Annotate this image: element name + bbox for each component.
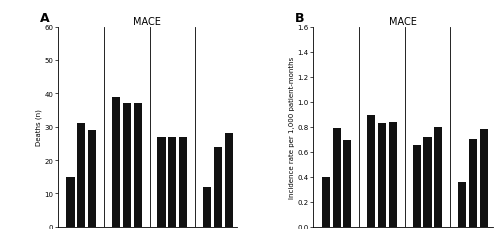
Bar bbox=[378, 123, 386, 227]
Bar bbox=[480, 130, 488, 227]
Bar bbox=[203, 187, 211, 227]
Bar bbox=[434, 127, 442, 227]
Bar bbox=[224, 134, 232, 227]
Bar bbox=[389, 122, 397, 227]
Bar bbox=[179, 137, 187, 227]
Bar bbox=[412, 146, 421, 227]
Bar bbox=[322, 177, 330, 227]
Bar bbox=[88, 130, 96, 227]
Title: MACE: MACE bbox=[134, 17, 162, 27]
Bar bbox=[134, 104, 141, 227]
Bar bbox=[332, 128, 340, 227]
Title: MACE: MACE bbox=[388, 17, 416, 27]
Bar bbox=[458, 182, 466, 227]
Text: A: A bbox=[40, 11, 49, 25]
Bar bbox=[66, 177, 74, 227]
Bar bbox=[168, 137, 176, 227]
Y-axis label: Deaths (n): Deaths (n) bbox=[35, 109, 42, 145]
Bar bbox=[214, 147, 222, 227]
Bar bbox=[424, 137, 432, 227]
Bar bbox=[112, 97, 120, 227]
Bar bbox=[469, 139, 477, 227]
Bar bbox=[78, 124, 86, 227]
Bar bbox=[344, 141, 351, 227]
Y-axis label: Incidence rate per 1,000 patient-months: Incidence rate per 1,000 patient-months bbox=[288, 56, 294, 198]
Bar bbox=[122, 104, 131, 227]
Bar bbox=[158, 137, 166, 227]
Text: B: B bbox=[295, 11, 304, 25]
Bar bbox=[367, 116, 376, 227]
